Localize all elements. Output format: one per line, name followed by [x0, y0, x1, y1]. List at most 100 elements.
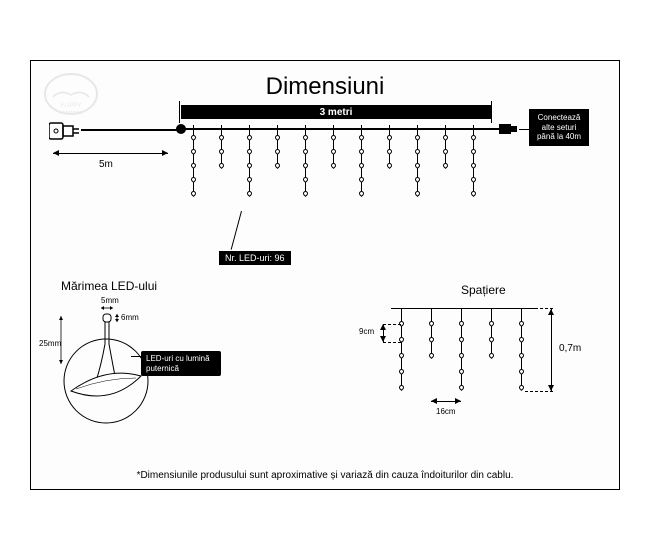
- led-bulb: [190, 148, 197, 155]
- led-bulb: [470, 134, 477, 141]
- led-bulb: [358, 162, 365, 169]
- diagram-title: Dimensiuni: [31, 73, 619, 101]
- icicle-strand: [491, 309, 492, 357]
- spacing-v-guide1: [383, 324, 401, 325]
- icicle-strand: [361, 125, 362, 195]
- led-bulb: [458, 336, 465, 343]
- led-bulb: [470, 176, 477, 183]
- led-bulb: [386, 134, 393, 141]
- diagram-frame: FLIPPY christmas Dimensiuni 3 metri 5m C…: [30, 60, 620, 490]
- icicle-strand: [431, 309, 432, 357]
- led-bulb: [414, 134, 421, 141]
- led-bulb: [428, 352, 435, 359]
- led-bulb: [458, 352, 465, 359]
- led-bulb: [302, 148, 309, 155]
- led-bulb: [488, 336, 495, 343]
- icicle-strand: [389, 125, 390, 167]
- led-bulb: [330, 134, 337, 141]
- svg-text:FLIPPY: FLIPPY: [61, 103, 82, 109]
- main-length-bar: 3 metri: [181, 105, 491, 119]
- icicle-strand: [249, 125, 250, 195]
- icicle-strand: [277, 125, 278, 167]
- led-width-label: 5mm: [101, 296, 119, 305]
- drop-height-arrow: [551, 309, 552, 391]
- svg-text:christmas: christmas: [60, 110, 82, 116]
- led-bulb: [442, 162, 449, 169]
- led-bulb: [414, 190, 421, 197]
- drop-guide-bottom: [525, 391, 553, 392]
- led-bulb: [246, 148, 253, 155]
- spacing-title: Spațiere: [461, 283, 506, 297]
- led-bulb: [386, 162, 393, 169]
- led-bulb: [358, 176, 365, 183]
- icicle-strand: [401, 309, 402, 389]
- led-bulb: [246, 134, 253, 141]
- led-bulb: [414, 162, 421, 169]
- led-bulb: [470, 162, 477, 169]
- led-bulb: [302, 134, 309, 141]
- icicle-strand: [445, 125, 446, 167]
- led-bulb: [274, 134, 281, 141]
- end-connector-icon: [499, 122, 519, 136]
- led-bulb: [458, 384, 465, 391]
- led-bulb: [190, 162, 197, 169]
- led-bulb: [414, 148, 421, 155]
- lead-cable: [81, 129, 181, 131]
- led-desc-pointer: [131, 356, 143, 357]
- connector-note: Conectează alte seturi până la 40m: [529, 109, 589, 146]
- led-count-pointer: [231, 211, 242, 250]
- footnote-text: *Dimensiunile produsului sunt aproximati…: [31, 470, 619, 481]
- led-bulb: [428, 336, 435, 343]
- plug-icon: [49, 119, 83, 143]
- spacing-v-arrow: [383, 324, 384, 342]
- led-bulb: [218, 162, 225, 169]
- icicle-strand: [193, 125, 194, 195]
- lead-cable-label: 5m: [99, 159, 113, 170]
- led-count-badge: Nr. LED-uri: 96: [219, 251, 291, 265]
- led-bulb: [330, 162, 337, 169]
- led-bulb: [190, 190, 197, 197]
- spacing-h-label: 16cm: [436, 407, 456, 416]
- led-bulb: [246, 176, 253, 183]
- led-bulb: [470, 190, 477, 197]
- spacing-h-arrow: [431, 401, 461, 402]
- led-height-label: 6mm: [121, 313, 139, 322]
- led-bulb: [302, 162, 309, 169]
- led-bulb: [398, 368, 405, 375]
- icicle-strand: [473, 125, 474, 195]
- led-bulb: [386, 148, 393, 155]
- led-bulb: [218, 148, 225, 155]
- led-bulb: [470, 148, 477, 155]
- led-bulb: [246, 190, 253, 197]
- bar-cap-left: [179, 101, 180, 123]
- main-length-label: 3 metri: [320, 107, 353, 118]
- led-bulb: [398, 384, 405, 391]
- led-bulb: [190, 176, 197, 183]
- icicle-strand: [461, 309, 462, 389]
- led-description: LED-uri cu lumină puternică: [141, 351, 221, 376]
- lead-cable-arrow: [53, 153, 168, 154]
- connector-line: [519, 129, 529, 130]
- main-cable: [181, 128, 501, 130]
- led-bulb: [518, 336, 525, 343]
- icicle-strand: [417, 125, 418, 195]
- spacing-v-label: 9cm: [359, 327, 374, 336]
- led-bulb: [518, 320, 525, 327]
- led-bulb: [458, 320, 465, 327]
- led-bulb: [518, 352, 525, 359]
- led-bulb: [442, 148, 449, 155]
- icicle-strand: [221, 125, 222, 167]
- led-bulb: [358, 190, 365, 197]
- drop-height-label: 0,7m: [559, 343, 581, 354]
- icicle-strand: [333, 125, 334, 167]
- led-bulb: [414, 176, 421, 183]
- spacing-v-guide2: [383, 342, 401, 343]
- drop-guide-top: [535, 308, 553, 309]
- led-bulb: [302, 176, 309, 183]
- led-bulb: [358, 148, 365, 155]
- icicle-strand: [305, 125, 306, 195]
- led-bulb: [190, 134, 197, 141]
- led-bulb: [488, 320, 495, 327]
- led-bulb: [330, 148, 337, 155]
- led-bulb: [488, 352, 495, 359]
